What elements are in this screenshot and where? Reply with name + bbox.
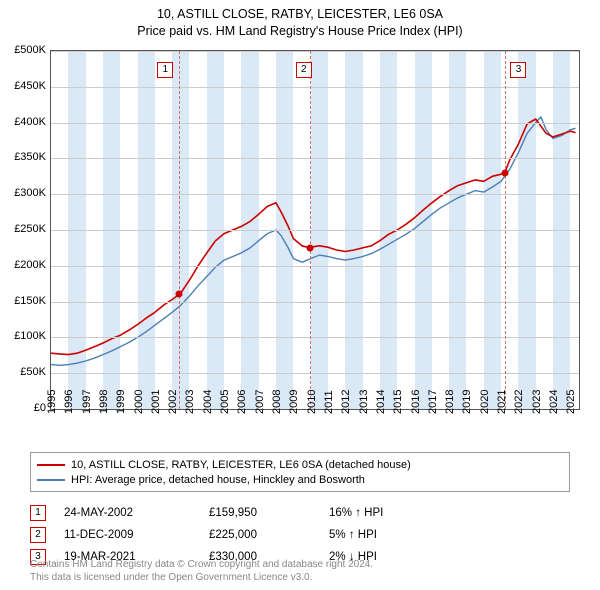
sale-marker-dot bbox=[306, 244, 313, 251]
y-tick-label: £0 bbox=[4, 402, 46, 414]
gridline bbox=[51, 337, 579, 338]
footnote-line-2: This data is licensed under the Open Gov… bbox=[30, 572, 373, 585]
y-tick-label: £400K bbox=[4, 116, 46, 128]
footnote-line-1: Contains HM Land Registry data © Crown c… bbox=[30, 559, 373, 572]
sale-row-number: 2 bbox=[30, 527, 46, 543]
gridline bbox=[51, 123, 579, 124]
series-property bbox=[51, 119, 576, 355]
sale-marker-line bbox=[179, 51, 180, 409]
chart-title-block: 10, ASTILL CLOSE, RATBY, LEICESTER, LE6 … bbox=[0, 0, 600, 40]
x-tick-label: 2001 bbox=[150, 390, 162, 414]
x-tick-label: 2010 bbox=[306, 390, 318, 414]
gridline bbox=[51, 373, 579, 374]
gridline bbox=[51, 87, 579, 88]
y-tick-label: £150K bbox=[4, 295, 46, 307]
x-tick-label: 1998 bbox=[98, 390, 110, 414]
sale-row-date: 11-DEC-2009 bbox=[64, 529, 209, 541]
sale-table-row: 2 11-DEC-2009£225,0005% ↑ HPI bbox=[30, 524, 570, 546]
title-line-1: 10, ASTILL CLOSE, RATBY, LEICESTER, LE6 … bbox=[0, 6, 600, 23]
sale-row-hpi: 16% ↑ HPI bbox=[329, 507, 449, 519]
x-tick-label: 2006 bbox=[236, 390, 248, 414]
sale-row-price: £225,000 bbox=[209, 529, 329, 541]
footnote: Contains HM Land Registry data © Crown c… bbox=[30, 559, 373, 584]
x-tick-label: 2014 bbox=[375, 390, 387, 414]
gridline bbox=[51, 51, 579, 52]
x-tick-label: 1996 bbox=[63, 390, 75, 414]
sale-marker-box: 2 bbox=[296, 62, 312, 78]
gridline bbox=[51, 230, 579, 231]
y-tick-label: £200K bbox=[4, 259, 46, 271]
x-tick-label: 1995 bbox=[46, 390, 58, 414]
x-tick-label: 2003 bbox=[184, 390, 196, 414]
sale-marker-dot bbox=[176, 291, 183, 298]
x-tick-label: 2002 bbox=[167, 390, 179, 414]
legend-label-property: 10, ASTILL CLOSE, RATBY, LEICESTER, LE6 … bbox=[71, 459, 411, 471]
price-chart bbox=[50, 50, 580, 410]
x-tick-label: 1997 bbox=[81, 390, 93, 414]
x-tick-label: 2024 bbox=[548, 390, 560, 414]
y-tick-label: £450K bbox=[4, 80, 46, 92]
x-tick-label: 2019 bbox=[461, 390, 473, 414]
x-tick-label: 1999 bbox=[115, 390, 127, 414]
x-tick-label: 2004 bbox=[202, 390, 214, 414]
series-hpi bbox=[51, 117, 576, 365]
legend-swatch-property bbox=[37, 464, 65, 466]
x-tick-label: 2009 bbox=[288, 390, 300, 414]
gridline bbox=[51, 302, 579, 303]
x-tick-label: 2008 bbox=[271, 390, 283, 414]
x-tick-label: 2005 bbox=[219, 390, 231, 414]
legend-and-sales: 10, ASTILL CLOSE, RATBY, LEICESTER, LE6 … bbox=[30, 452, 570, 568]
x-tick-label: 2025 bbox=[565, 390, 577, 414]
y-tick-label: £100K bbox=[4, 330, 46, 342]
sale-marker-line bbox=[310, 51, 311, 409]
x-tick-label: 2018 bbox=[444, 390, 456, 414]
sale-row-hpi: 5% ↑ HPI bbox=[329, 529, 449, 541]
x-tick-label: 2021 bbox=[496, 390, 508, 414]
legend-box: 10, ASTILL CLOSE, RATBY, LEICESTER, LE6 … bbox=[30, 452, 570, 492]
x-tick-label: 2011 bbox=[323, 390, 335, 414]
sale-row-date: 24-MAY-2002 bbox=[64, 507, 209, 519]
y-tick-label: £250K bbox=[4, 223, 46, 235]
legend-row-property: 10, ASTILL CLOSE, RATBY, LEICESTER, LE6 … bbox=[37, 457, 563, 472]
x-tick-label: 2013 bbox=[358, 390, 370, 414]
x-tick-label: 2016 bbox=[410, 390, 422, 414]
x-tick-label: 2000 bbox=[133, 390, 145, 414]
sale-row-price: £159,950 bbox=[209, 507, 329, 519]
gridline bbox=[51, 266, 579, 267]
x-tick-label: 2017 bbox=[427, 390, 439, 414]
sale-marker-line bbox=[505, 51, 506, 409]
sale-marker-dot bbox=[501, 169, 508, 176]
y-tick-label: £500K bbox=[4, 44, 46, 56]
x-tick-label: 2015 bbox=[392, 390, 404, 414]
chart-plot-area bbox=[51, 51, 579, 409]
x-tick-label: 2020 bbox=[479, 390, 491, 414]
sale-row-number: 1 bbox=[30, 505, 46, 521]
x-tick-label: 2012 bbox=[340, 390, 352, 414]
sale-marker-box: 1 bbox=[157, 62, 173, 78]
sale-table-row: 1 24-MAY-2002£159,95016% ↑ HPI bbox=[30, 502, 570, 524]
legend-swatch-hpi bbox=[37, 479, 65, 481]
gridline bbox=[51, 194, 579, 195]
legend-label-hpi: HPI: Average price, detached house, Hinc… bbox=[71, 474, 365, 486]
title-line-2: Price paid vs. HM Land Registry's House … bbox=[0, 23, 600, 40]
x-tick-label: 2007 bbox=[254, 390, 266, 414]
x-tick-label: 2023 bbox=[531, 390, 543, 414]
sale-marker-box: 3 bbox=[510, 62, 526, 78]
x-tick-label: 2022 bbox=[513, 390, 525, 414]
y-tick-label: £50K bbox=[4, 366, 46, 378]
y-tick-label: £300K bbox=[4, 187, 46, 199]
legend-row-hpi: HPI: Average price, detached house, Hinc… bbox=[37, 472, 563, 487]
y-tick-label: £350K bbox=[4, 151, 46, 163]
gridline bbox=[51, 158, 579, 159]
